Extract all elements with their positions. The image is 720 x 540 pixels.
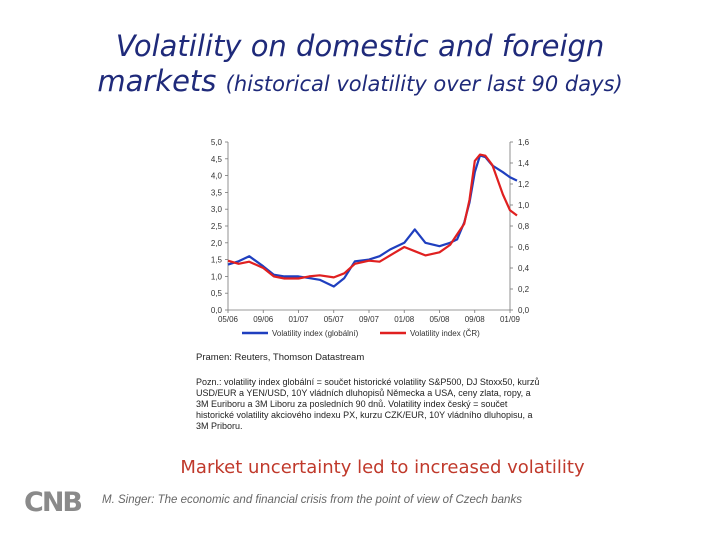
right-tick-label: 0,0 bbox=[518, 306, 530, 315]
x-tick-label: 05/06 bbox=[218, 315, 239, 324]
left-tick-label: 1,5 bbox=[211, 256, 223, 265]
x-tick-label: 01/09 bbox=[500, 315, 521, 324]
left-tick-label: 4,5 bbox=[211, 155, 223, 164]
right-tick-label: 1,0 bbox=[518, 201, 530, 210]
slide-tagline: Market uncertainty led to increased vola… bbox=[180, 457, 585, 478]
title-line-2-main: markets bbox=[97, 64, 226, 98]
slide-title: Volatility on domestic and foreign marke… bbox=[0, 28, 720, 98]
right-tick-label: 1,6 bbox=[518, 138, 530, 147]
right-tick-label: 0,2 bbox=[518, 285, 530, 294]
left-tick-label: 4,0 bbox=[211, 172, 223, 181]
left-tick-label: 3,0 bbox=[211, 205, 223, 214]
legend-label: Volatility index (ČR) bbox=[410, 329, 480, 338]
right-tick-label: 0,8 bbox=[518, 222, 530, 231]
left-tick-label: 3,5 bbox=[211, 188, 223, 197]
x-tick-label: 09/08 bbox=[465, 315, 486, 324]
x-tick-label: 09/06 bbox=[253, 315, 274, 324]
series-line-cr bbox=[227, 153, 518, 280]
volatility-chart: 0,0 0,5 1,0 1,5 2,0 2,5 3,0 3,5 4,0 4,5 5,0 0,0 0,2 0… bbox=[180, 130, 540, 340]
chart-note: Pozn.: volatility index globální = souče… bbox=[196, 377, 540, 431]
x-tick-label: 05/08 bbox=[429, 315, 450, 324]
left-tick-label: 2,0 bbox=[211, 239, 223, 248]
left-tick-label: 1,0 bbox=[211, 272, 223, 281]
left-tick-label: 2,5 bbox=[211, 222, 223, 231]
slide-footer: M. Singer: The economic and financial cr… bbox=[102, 494, 522, 506]
x-tick-label: 01/07 bbox=[288, 315, 309, 324]
cnb-logo-icon: CNB bbox=[24, 487, 83, 516]
legend-label: Volatility index (globální) bbox=[272, 329, 359, 338]
left-tick-label: 5,0 bbox=[211, 138, 223, 147]
right-tick-label: 1,4 bbox=[518, 159, 530, 168]
x-tick-label: 05/07 bbox=[324, 315, 345, 324]
svg-text:CNB: CNB bbox=[24, 487, 81, 516]
left-tick-label: 0,0 bbox=[211, 306, 223, 315]
x-tick-label: 09/07 bbox=[359, 315, 380, 324]
title-line-2-paren: (historical volatility over last 90 days… bbox=[225, 72, 623, 96]
x-tick-label: 01/08 bbox=[394, 315, 415, 324]
title-line-1: Volatility on domestic and foreign bbox=[115, 29, 605, 63]
right-tick-label: 1,2 bbox=[518, 180, 530, 189]
left-tick-label: 0,5 bbox=[211, 289, 223, 298]
right-tick-label: 0,6 bbox=[518, 243, 530, 252]
chart-svg: 0,0 0,5 1,0 1,5 2,0 2,5 3,0 3,5 4,0 4,5 5,0 0,0 0,2 0… bbox=[211, 138, 530, 338]
right-tick-label: 0,4 bbox=[518, 264, 530, 273]
chart-source: Pramen: Reuters, Thomson Datastream bbox=[196, 352, 365, 363]
